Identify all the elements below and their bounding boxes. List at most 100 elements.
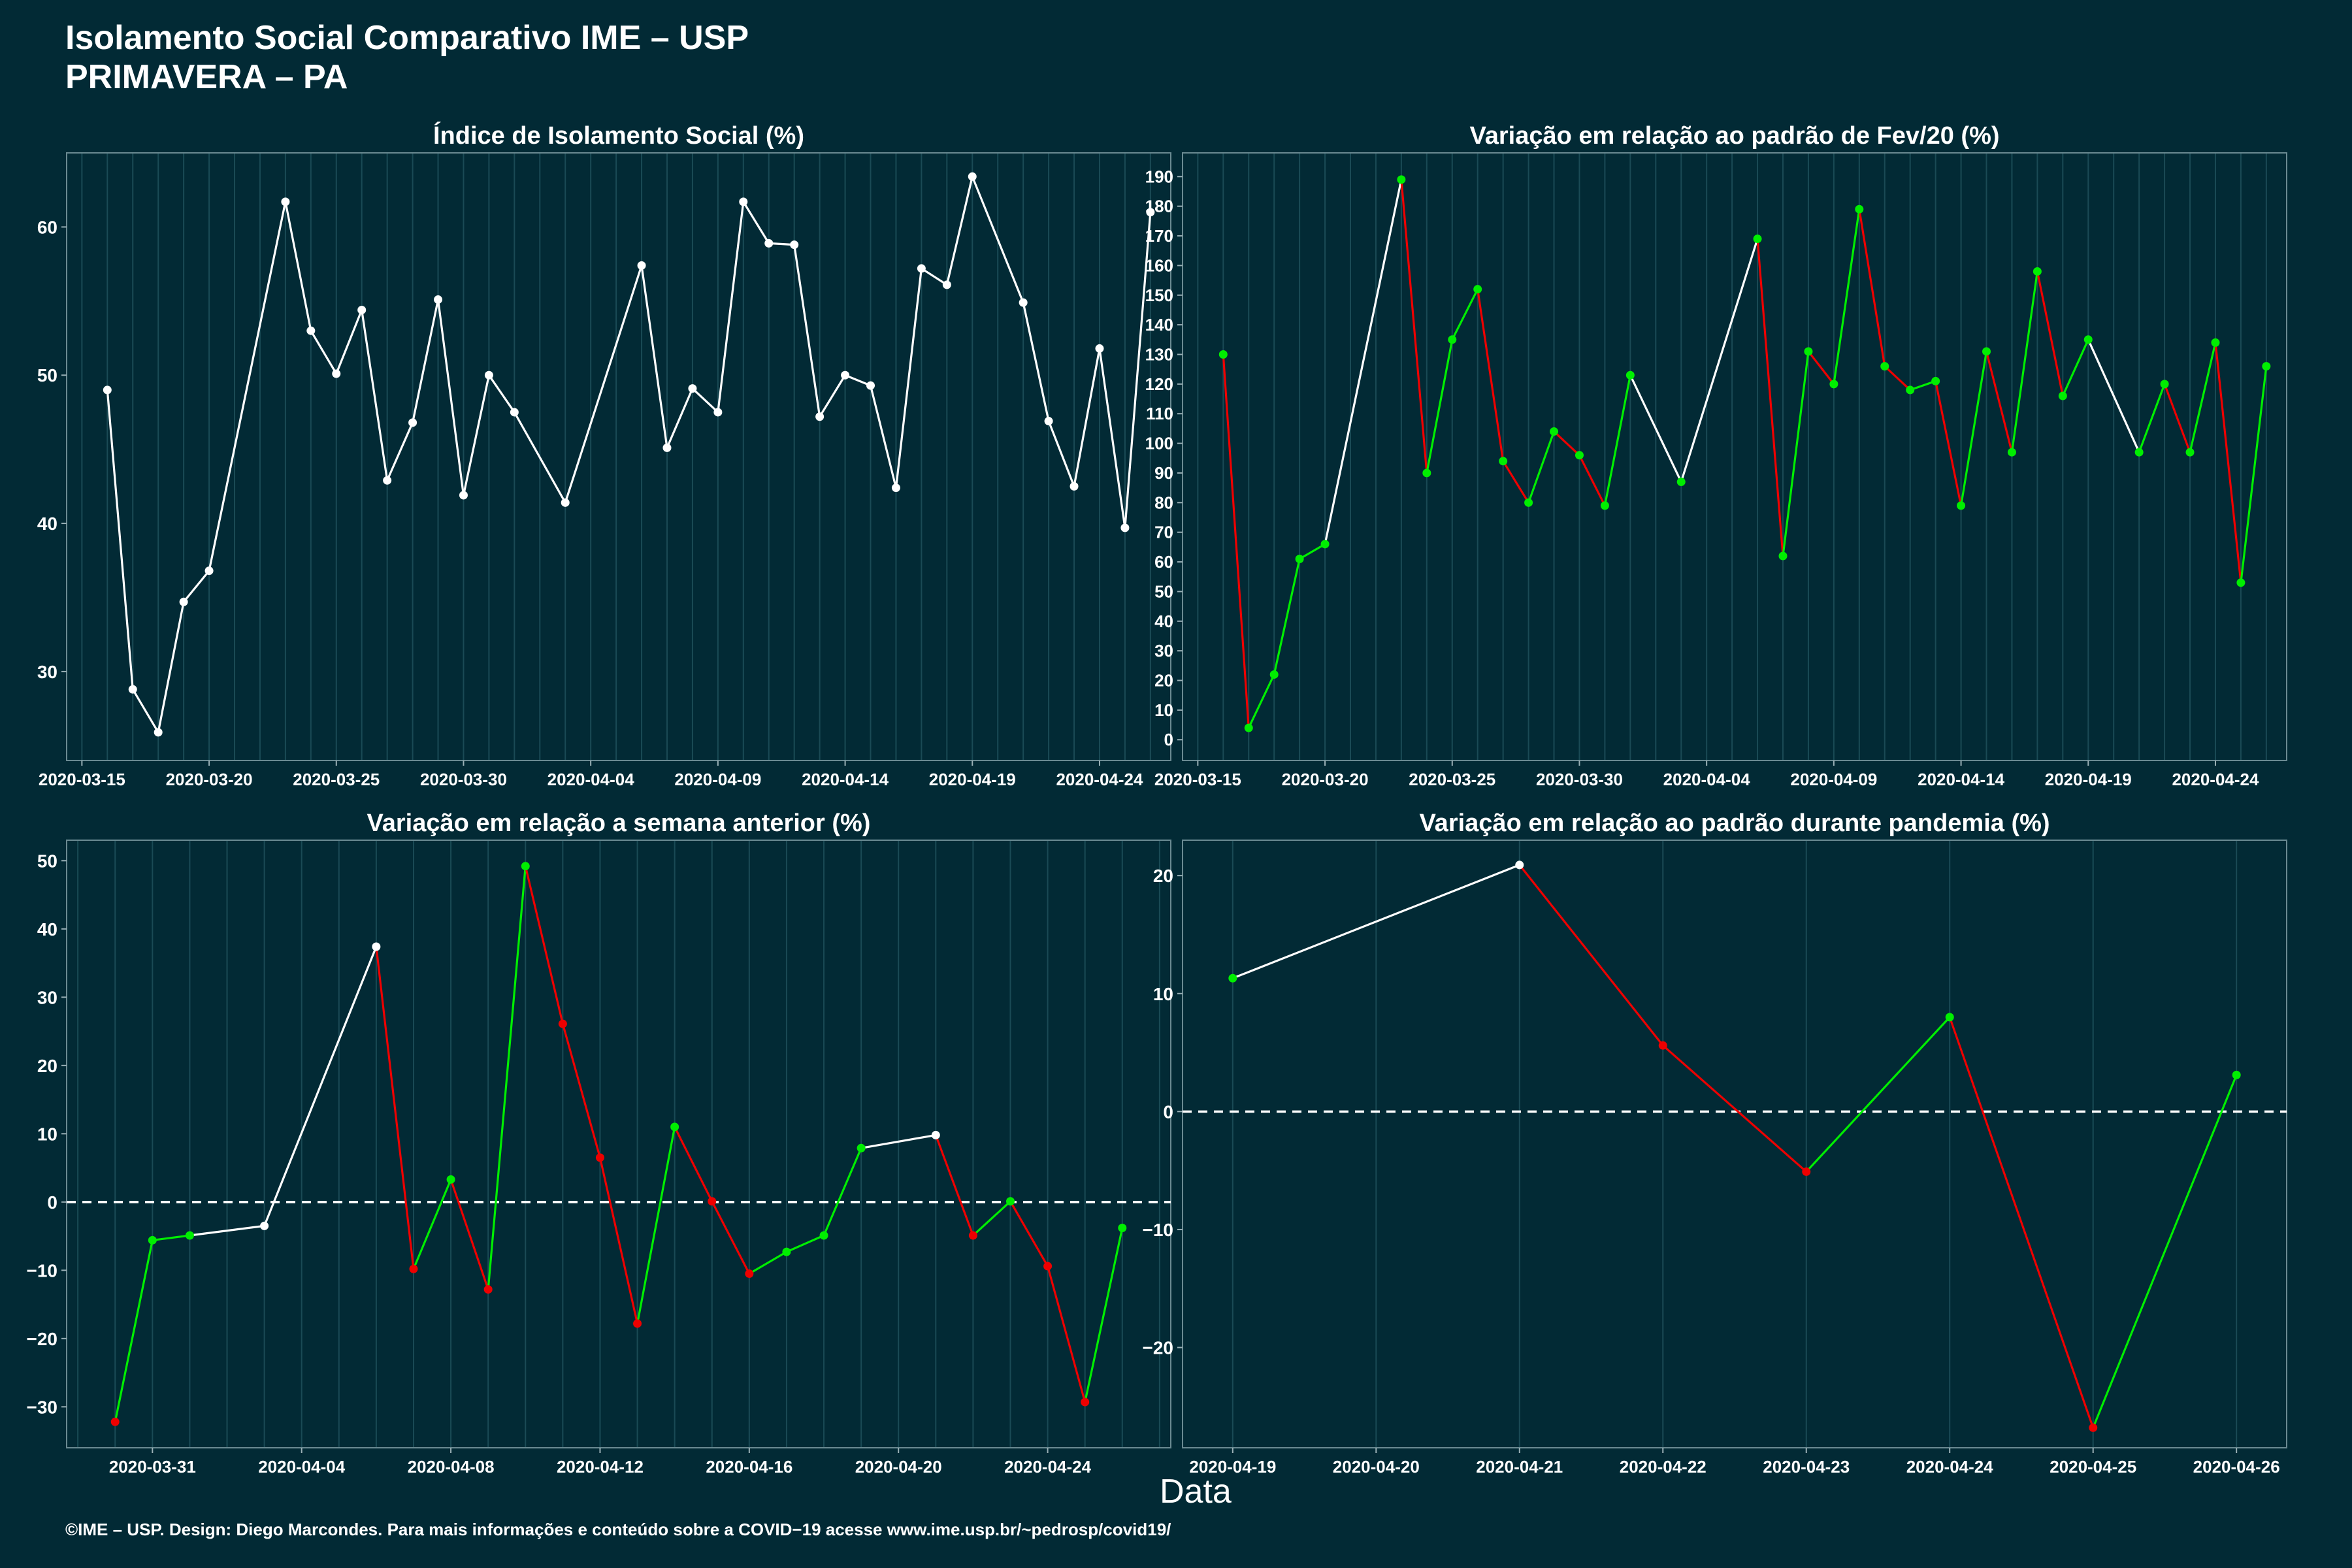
series-segment [1805, 1016, 1951, 1173]
series-segment [1935, 380, 1963, 507]
data-point [1070, 482, 1079, 491]
series-segment [1073, 347, 1101, 487]
y-tick-label: 70 [1154, 523, 1173, 542]
y-tick-label: 80 [1154, 493, 1173, 512]
data-point [866, 381, 875, 390]
data-point [1499, 457, 1508, 466]
series-segment [1629, 374, 1682, 483]
series-segment [1552, 430, 1581, 457]
series-segment [920, 267, 948, 286]
y-tick-label: 100 [1145, 434, 1173, 453]
y-tick-label: 30 [37, 987, 57, 1007]
y-tick-label: −30 [27, 1397, 58, 1417]
series-segment [2189, 341, 2217, 453]
series-segment [1985, 350, 2014, 453]
data-point [1005, 1197, 1015, 1206]
series-segment [1451, 288, 1479, 341]
x-tick-label: 2020-03-15 [1154, 770, 1241, 789]
y-tick-label: 50 [37, 365, 57, 385]
data-point [1676, 478, 1686, 487]
series-segment [1298, 543, 1326, 561]
data-point [931, 1130, 940, 1139]
data-point [708, 1197, 717, 1206]
series-segment [972, 1200, 1012, 1237]
data-point [260, 1221, 269, 1230]
series-segment [1222, 353, 1250, 729]
x-tick-label: 2020-04-09 [1790, 770, 1877, 789]
y-tick-label: 10 [1154, 700, 1173, 720]
x-tick-label: 2020-04-19 [929, 770, 1016, 789]
series-segment [1047, 419, 1075, 487]
series-segment [2036, 270, 2064, 397]
x-tick-label: 2020-04-14 [1918, 770, 2005, 789]
data-point [1295, 555, 1304, 564]
data-point [446, 1175, 455, 1184]
data-point [383, 476, 392, 485]
x-tick-label: 2020-04-16 [706, 1457, 792, 1477]
series-segment [412, 1178, 452, 1270]
x-tick-label: 2020-04-21 [1476, 1457, 1563, 1477]
series-segment [564, 264, 643, 504]
series-segment [793, 244, 821, 418]
series-segment [860, 1134, 937, 1149]
series-segment [1502, 460, 1530, 504]
x-tick-label: 2020-04-24 [1906, 1457, 1994, 1477]
data-point [1397, 175, 1406, 184]
data-point [2160, 380, 2169, 389]
series-segment [1426, 338, 1454, 474]
data-point [1550, 427, 1559, 436]
y-tick-label: 50 [37, 851, 57, 871]
series-segment [131, 688, 159, 734]
y-tick-label: −10 [27, 1260, 58, 1281]
series-segment [1046, 1265, 1086, 1403]
x-axis-label: Data [1160, 1473, 1232, 1511]
page-title: Isolamento Social Comparativo IME – USP [65, 19, 749, 57]
data-point [917, 264, 926, 273]
series-segment [1232, 864, 1521, 979]
data-point [1658, 1041, 1667, 1050]
data-point [857, 1143, 866, 1152]
x-tick-label: 2020-04-14 [802, 770, 889, 789]
panel-isolamento: Índice de Isolamento Social (%) 30 40 50 60 2… [37, 121, 1171, 789]
data-point [1753, 235, 1762, 244]
series-segment [785, 1234, 825, 1253]
series-segment [1022, 301, 1050, 423]
data-point [2262, 362, 2271, 371]
y-tick-label: 40 [37, 514, 57, 534]
series-segment [2240, 365, 2268, 584]
x-tick-label: 2020-04-20 [855, 1457, 942, 1477]
y-tick-label: −20 [27, 1329, 58, 1349]
series-segment [2092, 1073, 2238, 1429]
series-segment [1578, 454, 1607, 507]
series-segment [598, 1156, 639, 1325]
y-tick-label: −20 [1143, 1338, 1174, 1358]
series-segment [971, 175, 1024, 304]
data-point [2134, 448, 2144, 457]
data-point [1957, 501, 1966, 510]
series-segment [711, 1200, 751, 1275]
data-point [739, 197, 748, 206]
x-tick-label: 2020-04-04 [1663, 770, 1751, 789]
page-subtitle: PRIMAVERA – PA [65, 58, 348, 96]
series-segment [436, 298, 465, 497]
y-tick-label: 50 [1154, 581, 1173, 601]
data-point [1118, 1224, 1127, 1233]
data-point [1146, 208, 1155, 217]
data-point [2058, 391, 2067, 400]
data-point [409, 1264, 418, 1273]
data-point [1244, 723, 1253, 732]
data-point [306, 326, 316, 335]
data-point [1120, 523, 1130, 532]
series-segment [1400, 178, 1428, 474]
y-tick-label: 130 [1145, 344, 1173, 364]
x-tick-label: 2020-04-24 [1004, 1457, 1092, 1477]
data-point [713, 408, 723, 417]
y-tick-label: 60 [1154, 552, 1173, 572]
data-point [595, 1153, 604, 1162]
series-segment [375, 945, 415, 1270]
series-segment [1527, 430, 1556, 504]
data-point [332, 369, 341, 378]
x-tick-label: 2020-04-26 [2193, 1457, 2280, 1477]
series-segment [1756, 237, 1784, 557]
data-point [179, 597, 188, 606]
